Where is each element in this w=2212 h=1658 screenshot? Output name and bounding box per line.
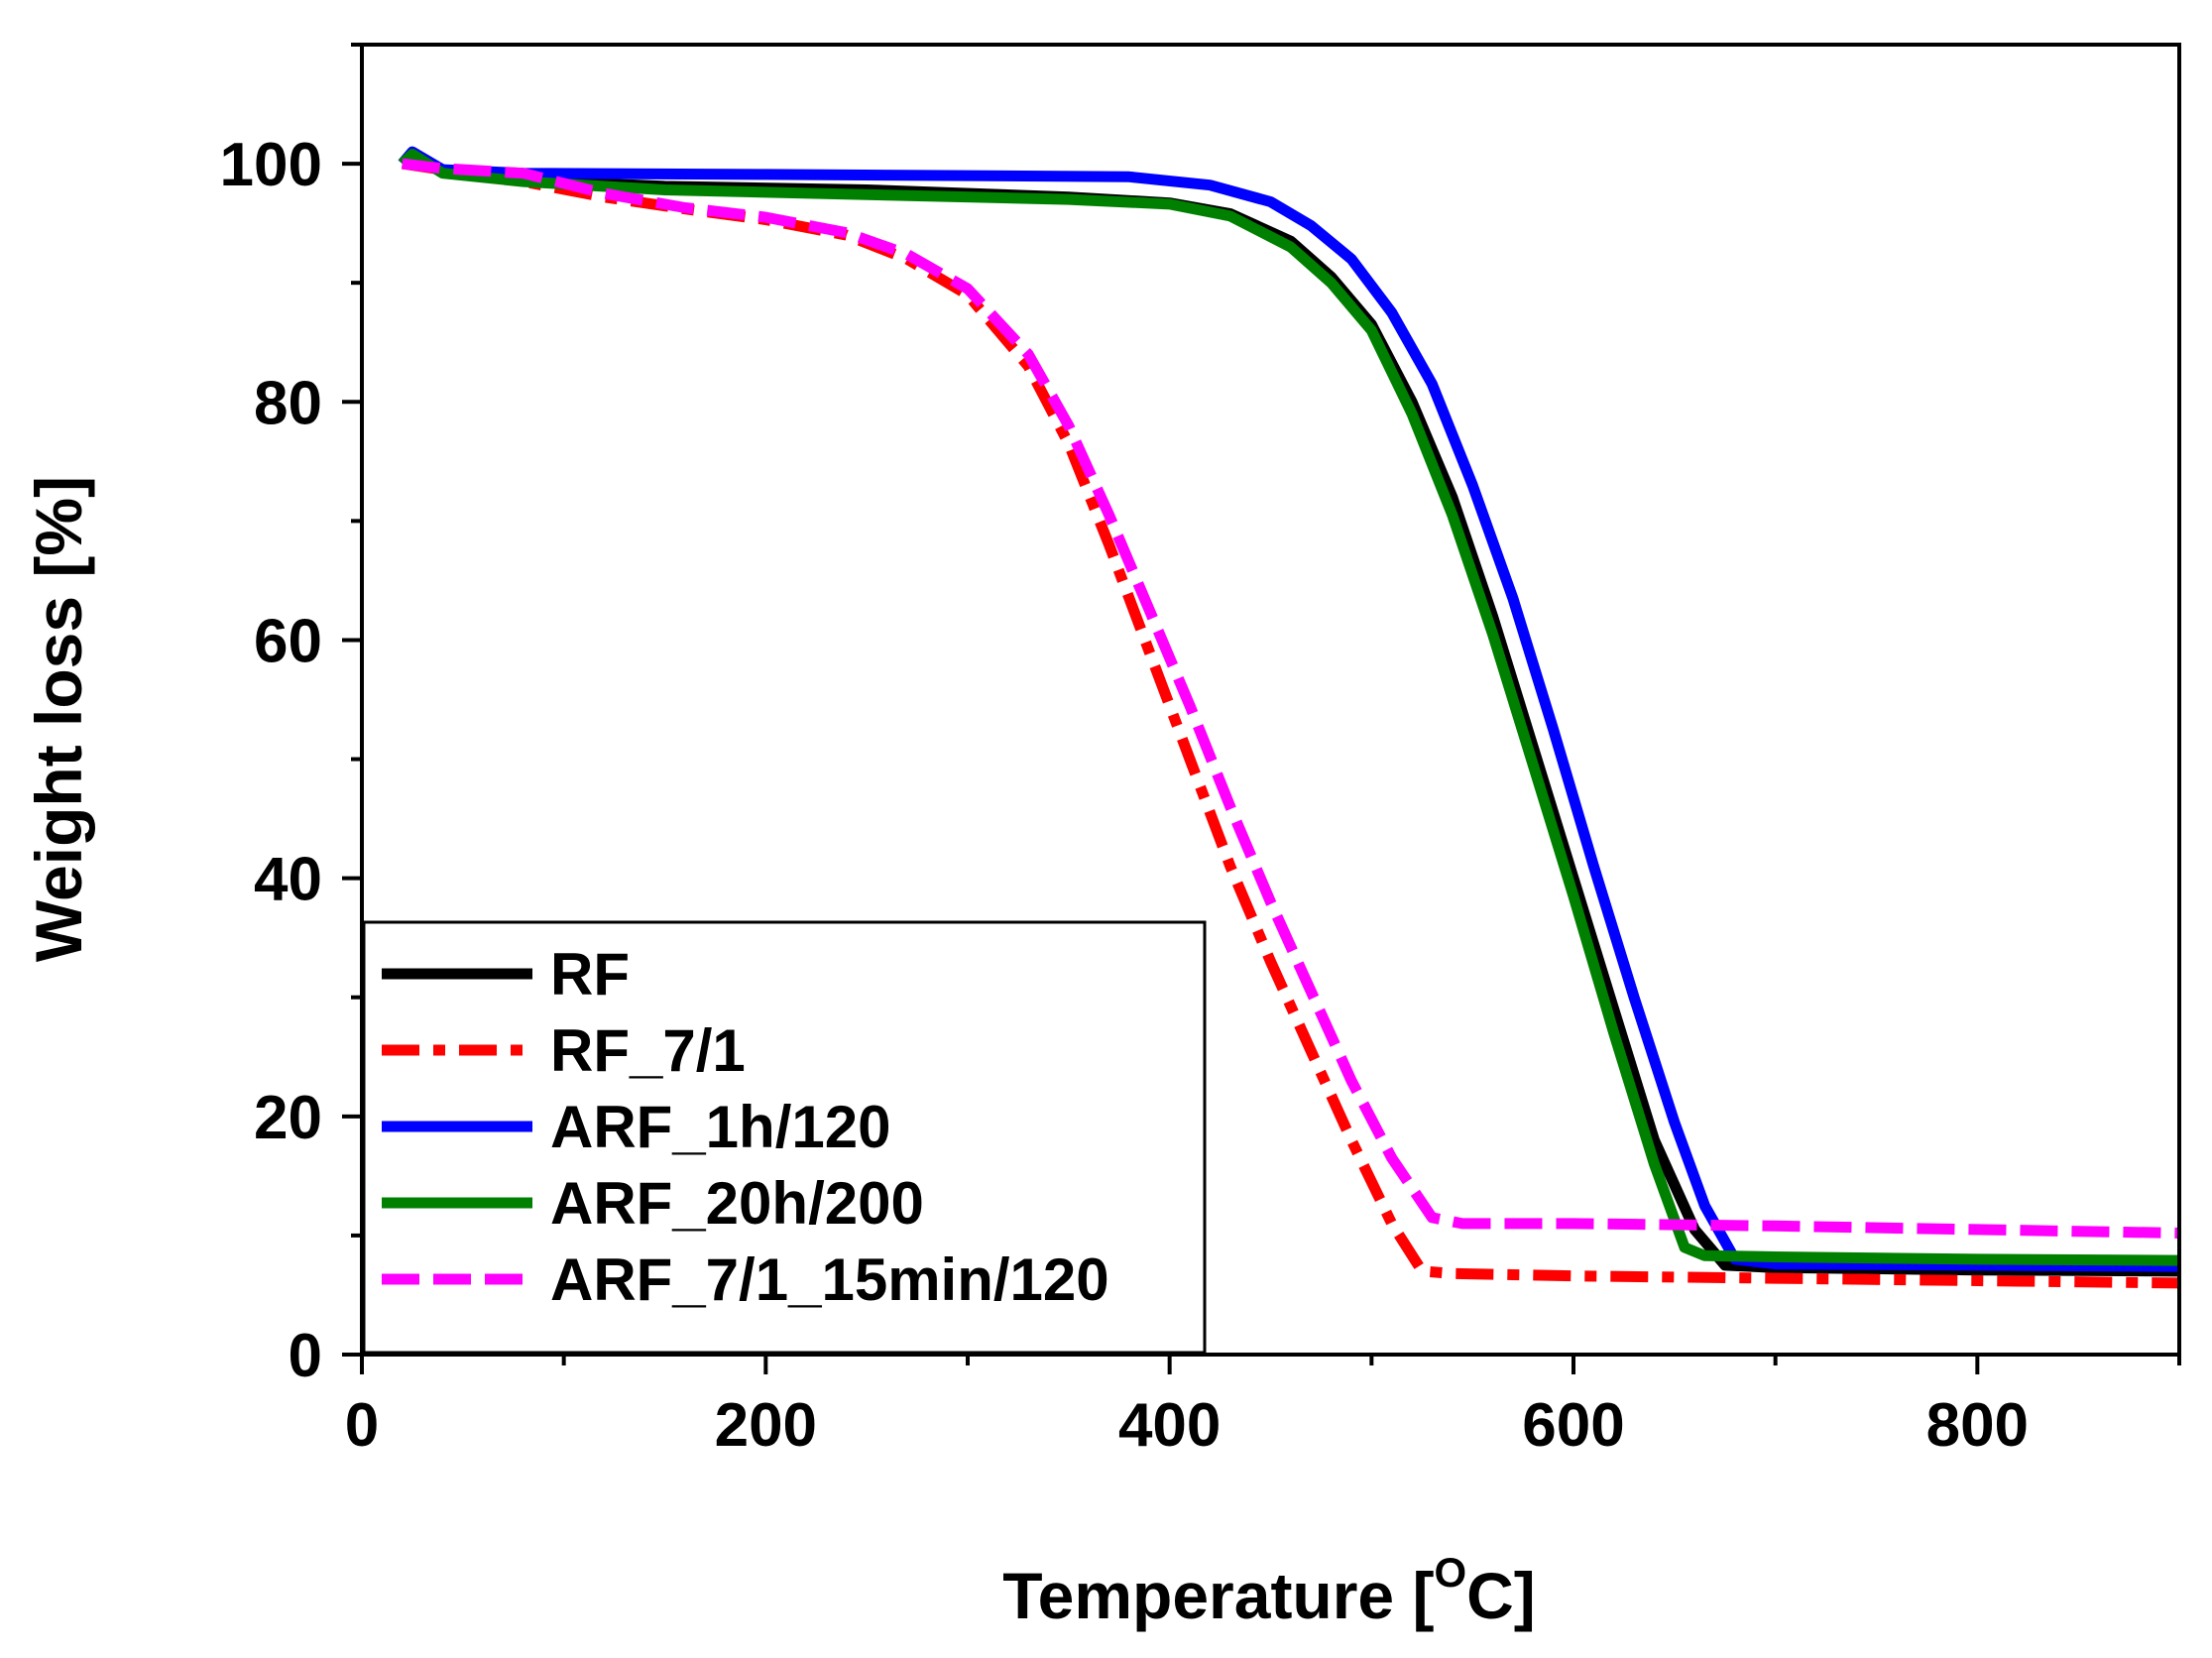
x-tick-label: 400 — [1118, 1391, 1221, 1460]
x-tick-label: 800 — [1926, 1391, 2029, 1460]
x-axis-title-tail: C] — [1466, 1559, 1536, 1632]
x-tick-label: 200 — [715, 1391, 817, 1460]
series-line-4 — [402, 158, 2180, 1239]
plot-frame — [360, 43, 2181, 1357]
axes-layer: 0 200 400 600 800 0 20 40 60 80 100 — [220, 43, 2181, 1460]
y-tick-label: 60 — [254, 607, 322, 675]
series-line-2 — [398, 146, 2180, 1272]
series-line-3 — [398, 149, 2180, 1266]
x-axis-title-superscript: O — [1434, 1549, 1466, 1596]
y-tick-label: 20 — [254, 1084, 322, 1152]
legend-label-2: ARF_1h/120 — [550, 1094, 890, 1160]
legend-label-1: RF_7/1 — [550, 1017, 746, 1084]
legend-label-3: ARF_20h/200 — [550, 1170, 924, 1237]
y-tick-label: 40 — [254, 846, 322, 914]
y-axis-title: Weight loss [%] — [22, 476, 95, 962]
legend-label-4: ARF_7/1_15min/120 — [550, 1246, 1109, 1313]
legend-label-0: RF — [550, 941, 630, 1007]
x-axis-title: Temperature [OC] — [1002, 1549, 1536, 1632]
x-tick-label: 0 — [345, 1391, 379, 1460]
x-axis-title-main: Temperature [ — [1002, 1559, 1434, 1632]
series-layer — [398, 146, 2180, 1289]
legend: RF RF_7/1 ARF_1h/120 ARF_20h/200 ARF_7/1_15m… — [362, 920, 1207, 1355]
y-tick-label: 100 — [220, 131, 322, 199]
y-tick-label: 0 — [289, 1322, 322, 1390]
y-tick-label: 80 — [254, 369, 322, 437]
x-tick-label: 600 — [1522, 1391, 1624, 1460]
